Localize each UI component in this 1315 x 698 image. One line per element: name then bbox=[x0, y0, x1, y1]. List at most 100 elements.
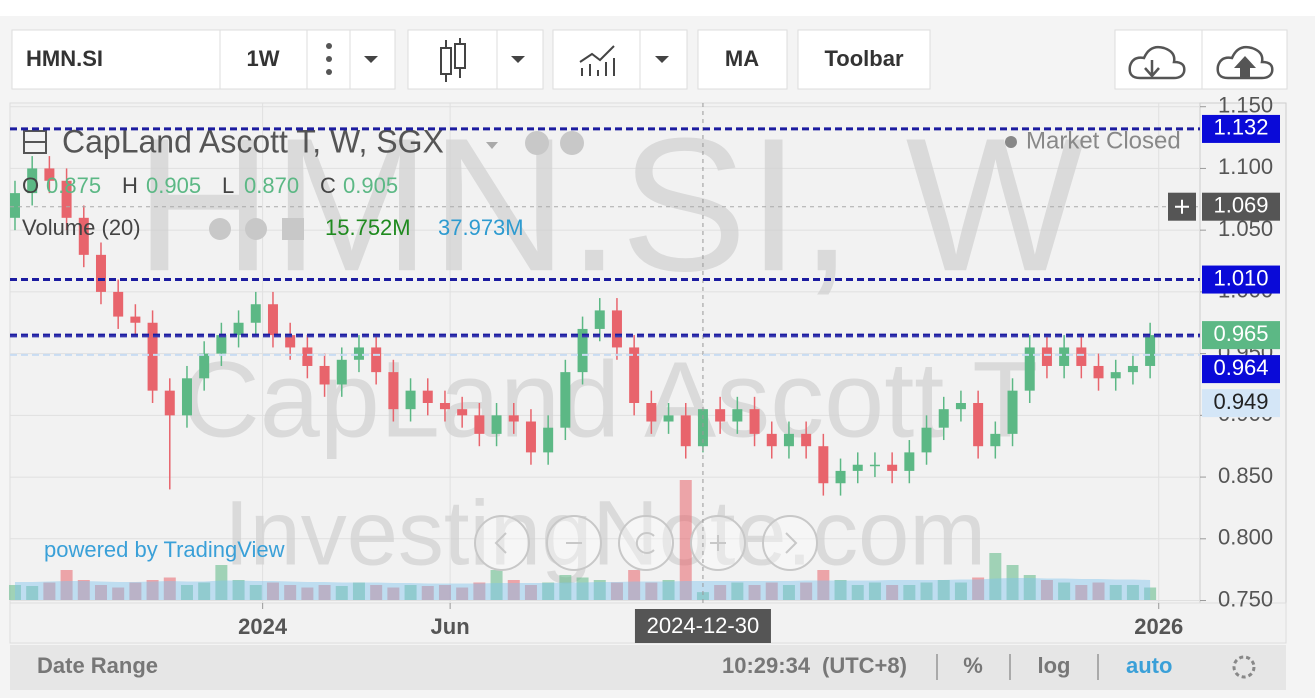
dot bbox=[326, 56, 332, 62]
crosshair-y-box bbox=[1202, 192, 1280, 221]
percent-toggle[interactable]: % bbox=[963, 653, 983, 678]
indicator-icon bbox=[579, 45, 615, 76]
volume-bar bbox=[748, 585, 761, 600]
volume-bar bbox=[266, 582, 279, 600]
volume-bar bbox=[301, 587, 314, 600]
volume-bar bbox=[284, 585, 297, 600]
volume-bar bbox=[490, 570, 503, 600]
indicator-button[interactable] bbox=[552, 29, 688, 90]
candle-body bbox=[457, 409, 468, 416]
settings-icon[interactable] bbox=[1232, 655, 1256, 679]
chart-type-button[interactable] bbox=[407, 29, 544, 90]
candle-body bbox=[405, 390, 416, 410]
plot bbox=[8, 156, 1157, 600]
symbol[interactable]: HMN.SI bbox=[26, 46, 103, 71]
volume-buttons bbox=[209, 218, 304, 240]
candle-body bbox=[1024, 347, 1035, 391]
close-value: 0.905 bbox=[343, 173, 398, 198]
volume-bar bbox=[714, 585, 727, 600]
status-dot bbox=[1005, 136, 1017, 148]
scroll-right[interactable] bbox=[762, 515, 818, 571]
auto-toggle[interactable]: auto bbox=[1126, 653, 1172, 678]
volume-bar bbox=[610, 582, 623, 600]
eye-button[interactable] bbox=[525, 131, 549, 155]
scroll-left[interactable] bbox=[474, 515, 530, 571]
volume-bar bbox=[438, 585, 451, 600]
candle-body bbox=[990, 433, 1001, 447]
candle-body bbox=[474, 415, 485, 434]
series-buttons bbox=[525, 131, 584, 155]
close-button[interactable] bbox=[282, 218, 304, 240]
volume-bar bbox=[473, 582, 486, 600]
y-tick-label: 1.100 bbox=[1218, 154, 1273, 179]
volume-bar bbox=[163, 577, 176, 600]
candle-body bbox=[1076, 347, 1087, 366]
open-value: 0.875 bbox=[46, 173, 101, 198]
eye-button[interactable] bbox=[209, 218, 231, 240]
volume-bar bbox=[112, 587, 125, 600]
cloud-upload-icon[interactable] bbox=[1216, 45, 1274, 80]
caret[interactable] bbox=[486, 142, 498, 149]
cloud-download-icon[interactable] bbox=[1128, 45, 1186, 80]
reset[interactable] bbox=[618, 515, 674, 571]
toolbar-label[interactable]: Toolbar bbox=[824, 46, 903, 71]
volume-bar bbox=[1126, 585, 1139, 600]
candle-body bbox=[525, 421, 536, 453]
price-label: 0.949 bbox=[1213, 389, 1268, 414]
volume-bar bbox=[851, 585, 864, 600]
price-label-box bbox=[1202, 389, 1280, 418]
candle-body bbox=[113, 291, 124, 317]
volume-label: Volume (20) bbox=[22, 215, 141, 240]
watermark-site: InvestingNote.com bbox=[224, 482, 986, 584]
low-value: 0.870 bbox=[244, 173, 299, 198]
high-label: H bbox=[122, 173, 138, 198]
volume-bar bbox=[868, 582, 881, 600]
volume-bar bbox=[834, 580, 847, 600]
high-value: 0.905 bbox=[146, 173, 201, 198]
volume-bar bbox=[1075, 585, 1088, 600]
volume-bar bbox=[507, 580, 520, 600]
cloud bbox=[1216, 45, 1274, 80]
candle-body bbox=[560, 372, 571, 428]
volume-bar bbox=[60, 570, 73, 600]
candle-body bbox=[955, 403, 966, 410]
ma-button[interactable] bbox=[697, 29, 788, 90]
candle-body bbox=[216, 335, 227, 354]
nav-buttons bbox=[474, 515, 818, 571]
caret[interactable] bbox=[364, 56, 378, 63]
chart-pane bbox=[9, 102, 1201, 604]
candle-body bbox=[938, 409, 949, 428]
volume-bar bbox=[26, 586, 39, 600]
volume-bar bbox=[576, 577, 589, 600]
volume-bar bbox=[731, 582, 744, 600]
volume-bar bbox=[937, 580, 950, 600]
volume-bar bbox=[404, 585, 417, 600]
date-range[interactable]: Date Range bbox=[37, 653, 158, 678]
candle-body bbox=[749, 409, 760, 434]
x-tick-label: Jun bbox=[431, 614, 470, 639]
candle-body bbox=[1041, 347, 1052, 366]
settings-button[interactable] bbox=[560, 131, 584, 155]
toolbar-button[interactable] bbox=[797, 29, 931, 90]
volume-bar bbox=[920, 582, 933, 600]
candle-body bbox=[1059, 347, 1070, 366]
volume-bar bbox=[593, 580, 606, 600]
price-label: 1.132 bbox=[1213, 115, 1268, 140]
timezone[interactable]: (UTC+8) bbox=[822, 653, 907, 678]
candle-body bbox=[697, 409, 708, 447]
volume-bar bbox=[662, 580, 675, 600]
settings-button[interactable] bbox=[245, 218, 267, 240]
candle-body bbox=[44, 168, 55, 181]
price-label: 0.964 bbox=[1213, 355, 1268, 380]
candle-body bbox=[646, 403, 657, 422]
powered-by[interactable]: powered by TradingView bbox=[44, 537, 285, 562]
caret[interactable] bbox=[655, 56, 669, 63]
volume-bar bbox=[1006, 565, 1019, 600]
caret[interactable] bbox=[511, 56, 525, 63]
candle-body bbox=[319, 365, 330, 385]
volume-bar bbox=[886, 585, 899, 600]
ma-label[interactable]: MA bbox=[725, 46, 759, 71]
interval[interactable]: 1W bbox=[247, 46, 280, 71]
log-toggle[interactable]: log bbox=[1038, 653, 1071, 678]
more-icon[interactable] bbox=[326, 43, 332, 75]
